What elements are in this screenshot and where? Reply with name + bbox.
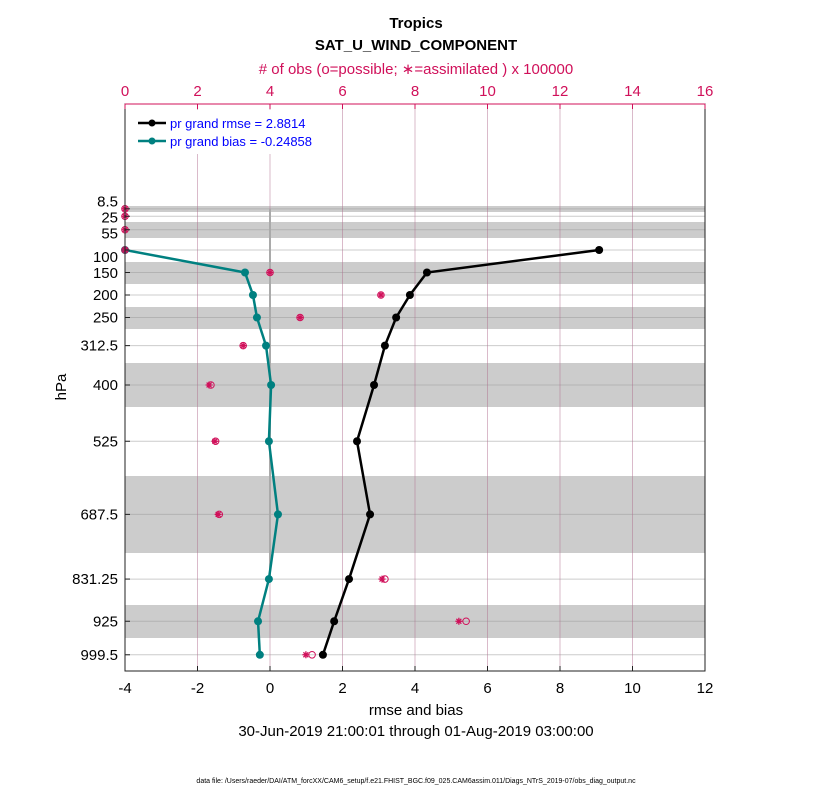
- y-tick-label: 150: [93, 265, 118, 282]
- x-tick-label: 4: [411, 680, 419, 697]
- legend-rmse-label: pr grand rmse = 2.8814: [170, 116, 306, 131]
- legend: pr grand rmse = 2.8814 pr grand bias = -…: [130, 110, 335, 154]
- obs-assimilated-marker: [214, 510, 222, 518]
- obs-assimilated-marker: [296, 314, 304, 321]
- x-tick-label: -2: [191, 680, 204, 697]
- legend-bias-label: pr grand bias = -0.24858: [170, 134, 312, 149]
- rmse-point: [370, 381, 379, 389]
- footer-data-file: data file: /Users/raeder/DAI/ATM_forcXX/…: [196, 778, 636, 785]
- obs-assimilated-marker: [239, 342, 247, 350]
- x-tick-label: 0: [266, 680, 274, 697]
- y-tick-label: 400: [93, 377, 118, 394]
- y-tick-label: 687.5: [80, 506, 118, 523]
- obs-assimilated-marker: [211, 437, 219, 445]
- y-tick-label: 831.25: [72, 571, 118, 588]
- bias-point: [240, 268, 249, 277]
- x-tick-label: 10: [624, 680, 641, 697]
- y-tick-label: 925: [93, 613, 118, 630]
- obs-assimilated-marker: [455, 617, 463, 625]
- top-x-tick-label: 6: [338, 83, 346, 100]
- x-tick-label: 12: [697, 680, 714, 697]
- obs-assimilated-marker: [205, 381, 213, 389]
- y-tick-label: 200: [93, 287, 118, 304]
- x-tick-label: -4: [118, 680, 131, 697]
- rmse-point: [366, 510, 375, 519]
- rmse-point: [318, 650, 327, 659]
- bias-point: [252, 313, 261, 322]
- obs-assimilated-marker: [378, 575, 386, 583]
- y-axis-label: hPa: [53, 373, 70, 400]
- obs-assimilated-marker: [377, 291, 385, 299]
- bias-point: [254, 617, 263, 626]
- chart-subtitle: SAT_U_WIND_COMPONENT: [315, 37, 517, 54]
- y-tick-label: 8.5: [97, 193, 118, 210]
- legend-rmse-marker: [148, 119, 156, 127]
- date-range: 30-Jun-2019 21:00:01 through 01-Aug-2019…: [238, 723, 593, 740]
- rmse-point: [392, 313, 401, 322]
- bias-point: [262, 341, 271, 350]
- x-tick-label: 6: [483, 680, 491, 697]
- bias-point: [248, 291, 257, 299]
- y-tick-label: 100: [93, 249, 118, 266]
- rmse-point: [405, 291, 414, 299]
- top-axis-label: # of obs (o=possible; ∗=assimilated ) x …: [259, 61, 573, 78]
- bias-point: [273, 510, 282, 519]
- rmse-point: [345, 575, 354, 584]
- y-tick-label: 525: [93, 433, 118, 450]
- bias-point: [264, 437, 273, 446]
- top-x-tick-label: 16: [697, 83, 714, 100]
- top-x-tick-label: 10: [479, 83, 496, 100]
- y-tick-label: 55: [101, 225, 118, 242]
- rmse-point: [380, 341, 389, 350]
- rmse-point: [595, 246, 604, 254]
- top-x-tick-label: 2: [193, 83, 201, 100]
- x-tick-label: 2: [338, 680, 346, 697]
- x-tick-label: 8: [556, 680, 564, 697]
- bias-point: [267, 381, 276, 389]
- y-tick-label: 25: [101, 209, 118, 226]
- y-tick-label: 250: [93, 310, 118, 327]
- legend-bias-marker: [148, 137, 156, 145]
- top-x-tick-label: 8: [411, 83, 419, 100]
- x-axis-label: rmse and bias: [369, 702, 463, 719]
- top-x-tick-label: 0: [121, 83, 129, 100]
- y-tick-label: 999.5: [80, 647, 118, 664]
- y-tick-label: 312.5: [80, 338, 118, 355]
- bias-point: [264, 575, 273, 584]
- top-x-tick-label: 4: [266, 83, 274, 100]
- top-x-tick-label: 12: [552, 83, 569, 100]
- obs-possible-marker: [462, 617, 470, 626]
- rmse-point: [422, 268, 431, 277]
- bias-point: [255, 650, 264, 659]
- rmse-point: [330, 617, 339, 626]
- rmse-point: [353, 437, 361, 446]
- chart-title: Tropics: [389, 15, 442, 32]
- top-x-tick-label: 14: [624, 83, 641, 100]
- obs-assimilated-marker: [266, 269, 274, 276]
- obs-assimilated-marker: [302, 651, 310, 659]
